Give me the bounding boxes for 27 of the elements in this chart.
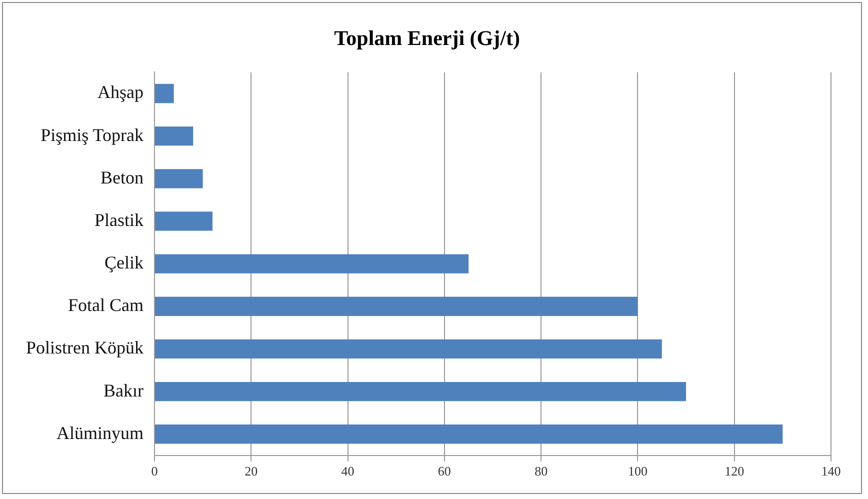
y-tick-label: Bakır	[104, 380, 144, 400]
bar	[155, 254, 469, 274]
bar	[155, 339, 662, 359]
chart-title: Toplam Enerji (Gj/t)	[334, 26, 520, 50]
bar	[155, 382, 686, 402]
y-tick-label: Polistren Köpük	[26, 338, 144, 358]
x-tick-label: 0	[151, 464, 158, 479]
y-tick-label: Fotal Cam	[68, 295, 144, 316]
bar	[155, 126, 194, 146]
bar	[155, 424, 783, 444]
x-tick-label: 80	[534, 464, 548, 479]
x-tick-label: 140	[821, 464, 841, 479]
y-tick-label: Plastik	[94, 210, 144, 230]
y-tick-label: Beton	[100, 167, 144, 188]
x-tick-label: 40	[341, 464, 354, 479]
y-tick-label: Alüminyum	[56, 422, 144, 443]
y-tick-label: Pişmiş Toprak	[40, 124, 144, 145]
y-tick-label: Çelik	[104, 252, 144, 273]
x-tick-label: 20	[244, 464, 258, 479]
y-tick-label: Ahşap	[98, 82, 144, 102]
x-tick-label: 60	[438, 464, 451, 479]
bar	[155, 296, 638, 316]
x-tick-label: 120	[724, 464, 744, 479]
x-tick-label: 100	[628, 464, 648, 479]
bar	[155, 169, 203, 188]
bar	[155, 84, 174, 104]
bar	[155, 212, 212, 231]
